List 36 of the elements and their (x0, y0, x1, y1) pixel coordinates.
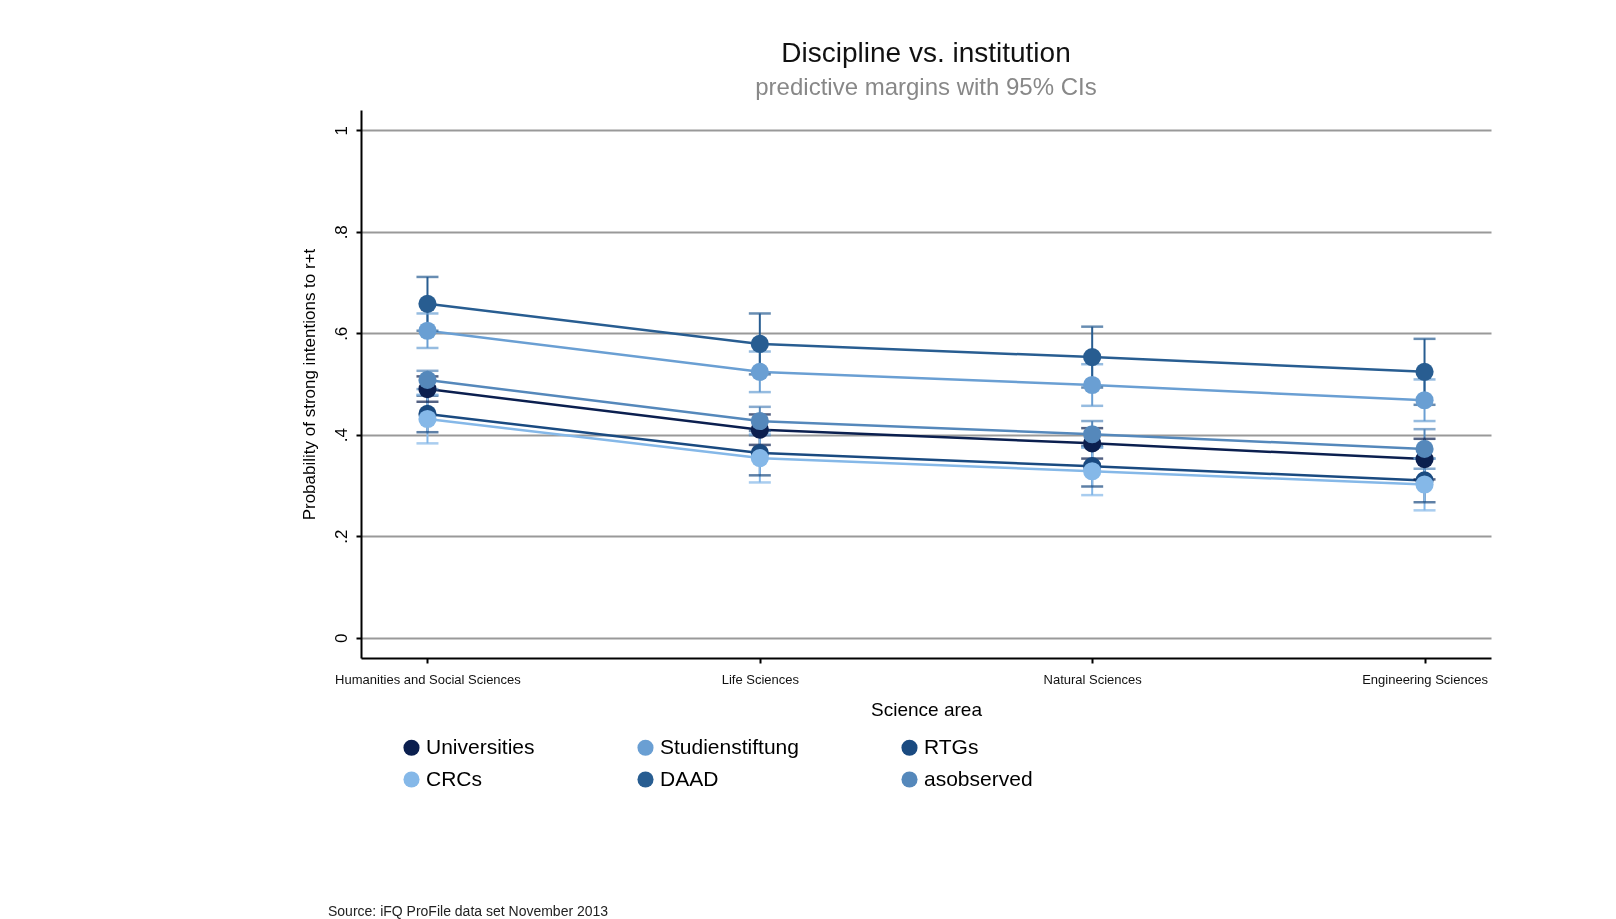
x-tick-label: Natural Sciences (1043, 671, 1143, 687)
point (1415, 475, 1434, 494)
point (750, 449, 769, 468)
x-tick-label: Engineering Sciences (1362, 671, 1489, 687)
point (750, 411, 769, 431)
legend-label: CRCs (426, 766, 482, 790)
point (418, 409, 437, 429)
point (750, 362, 769, 381)
legend-label: asobserved (924, 766, 1033, 790)
point (418, 321, 437, 340)
legend-label: Universities (426, 734, 535, 758)
y-tick-label: .8 (331, 225, 351, 240)
x-tick-label: Life Sciences (721, 671, 800, 687)
y-tick-label: .6 (331, 326, 351, 341)
point (1083, 425, 1102, 444)
y-tick-label: 1 (331, 126, 351, 136)
point (418, 294, 437, 313)
legend-label: Studienstiftung (660, 734, 799, 758)
point (1083, 375, 1102, 395)
x-tick-label: Humanities and Social Sciences (335, 671, 522, 687)
y-tick-label: 0 (331, 633, 351, 643)
x-axis-title: Science area (871, 698, 983, 720)
chart-title: Discipline vs. institution (781, 37, 1071, 68)
y-axis-title: Probability of strong intentions to r+t (299, 248, 319, 521)
chart-subtitle: predictive margins with 95% CIs (755, 73, 1097, 100)
point (1083, 348, 1102, 367)
source-note: Source: iFQ ProFile data set November 2013 (328, 903, 609, 919)
point (1415, 439, 1434, 459)
legend-label: DAAD (660, 766, 719, 790)
point (1415, 391, 1434, 410)
point (750, 334, 769, 353)
legend-label: RTGs (924, 734, 979, 758)
point (1083, 462, 1102, 481)
y-tick-label: .2 (331, 529, 351, 544)
y-tick-label: .4 (331, 428, 351, 443)
point (1415, 362, 1434, 381)
